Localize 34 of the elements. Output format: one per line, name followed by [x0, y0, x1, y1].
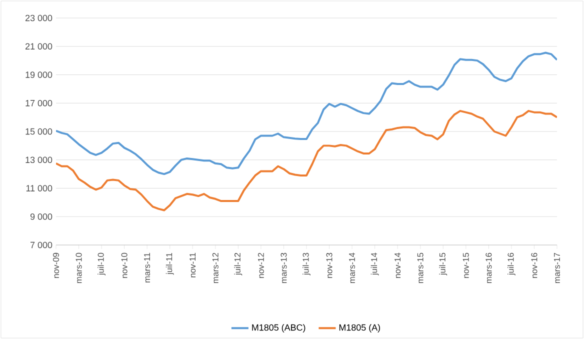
- x-tick-label: juil-13: [302, 252, 310, 276]
- y-tick-label: 23 000: [26, 14, 52, 22]
- x-tick-label: juil-15: [439, 252, 448, 276]
- x-tick-label: nov-15: [462, 252, 469, 278]
- x-tick-label: mars-14: [349, 252, 355, 284]
- x-tick-label: nov-11: [190, 252, 196, 278]
- x-tick-label: juil-12: [234, 252, 242, 276]
- x-tick-label: juil-14: [370, 252, 379, 276]
- x-tick-label: mars-15: [417, 252, 424, 284]
- x-tick-label: mars-16: [486, 252, 492, 284]
- x-tick-label: nov-12: [258, 252, 264, 278]
- x-tick-label: mars-10: [76, 252, 82, 284]
- y-tick-label: 17 000: [26, 100, 52, 106]
- x-tick-label: juil-11: [166, 252, 174, 275]
- x-tick-label: mars-12: [212, 252, 218, 284]
- x-tick-label: juil-10: [98, 252, 106, 276]
- x-tick-label: nov-09: [53, 252, 59, 278]
- y-tick-label: 11 000: [26, 185, 52, 192]
- x-tick-label: nov-16: [531, 252, 538, 278]
- x-tick-label: nov-14: [394, 252, 401, 278]
- x-tick-label: mars-17: [554, 252, 560, 284]
- y-tick-label: 7 000: [30, 242, 52, 248]
- legend-label: M1805 (A): [339, 324, 380, 332]
- y-tick-label: 15 000: [26, 128, 52, 135]
- y-tick-label: 13 000: [26, 156, 52, 164]
- legend-label: M1805 (ABC): [252, 324, 306, 332]
- y-tick-label: 19 000: [26, 72, 52, 78]
- x-tick-label: mars-13: [280, 252, 287, 284]
- x-tick-label: mars-11: [144, 252, 150, 282]
- x-tick-label: nov-13: [326, 252, 332, 278]
- y-tick-label: 9 000: [30, 213, 52, 220]
- x-tick-label: nov-10: [121, 252, 128, 278]
- x-tick-label: juil-16: [508, 252, 516, 276]
- y-tick-label: 21 000: [26, 43, 52, 50]
